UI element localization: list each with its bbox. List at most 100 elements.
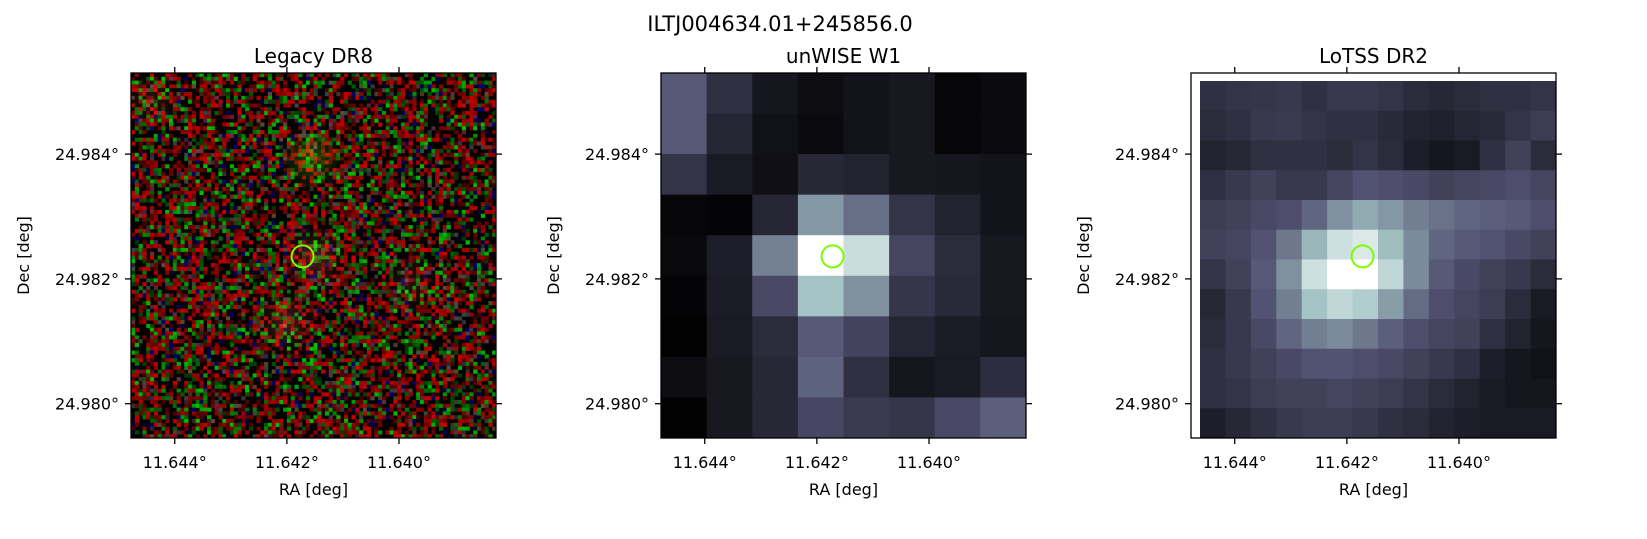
image-pixel	[321, 156, 326, 161]
image-pixel	[484, 293, 489, 298]
image-pixel	[264, 339, 269, 344]
image-pixel	[446, 259, 451, 264]
image-pixel	[347, 198, 352, 203]
image-pixel	[260, 312, 265, 317]
image-pixel	[210, 255, 216, 260]
image-pixel	[172, 190, 178, 196]
image-pixel	[321, 221, 326, 226]
image-pixel	[473, 190, 478, 196]
image-pixel	[218, 190, 223, 196]
image-pixel	[264, 346, 269, 351]
image-pixel	[313, 168, 318, 173]
image-pixel	[153, 103, 159, 108]
image-pixel	[275, 114, 280, 120]
image-pixel	[340, 171, 345, 177]
image-pixel	[131, 266, 136, 272]
image-pixel	[229, 202, 235, 207]
image-pixel	[210, 312, 216, 317]
image-pixel	[207, 301, 212, 306]
image-pixel	[252, 263, 257, 268]
image-pixel	[359, 255, 364, 260]
image-pixel	[476, 297, 482, 302]
image-pixel	[279, 331, 284, 336]
image-pixel	[153, 259, 159, 264]
image-pixel	[473, 232, 478, 237]
image-pixel	[222, 179, 227, 184]
image-pixel	[435, 263, 440, 268]
image-pixel	[408, 126, 413, 131]
image-pixel	[302, 232, 307, 237]
image-pixel	[336, 331, 341, 336]
image-pixel	[245, 217, 250, 222]
image-pixel	[176, 80, 181, 85]
image-pixel	[191, 308, 197, 313]
image-pixel	[476, 103, 482, 108]
image-pixel	[214, 316, 219, 321]
image-pixel	[207, 323, 212, 329]
image-pixel	[294, 342, 299, 348]
image-pixel	[298, 327, 303, 332]
image-pixel	[313, 183, 318, 188]
image-pixel	[283, 263, 288, 268]
image-pixel	[435, 103, 440, 108]
image-pixel	[324, 171, 330, 177]
image-pixel	[237, 274, 242, 279]
image-pixel	[176, 126, 181, 131]
image-pixel	[169, 198, 174, 203]
image-pixel	[332, 247, 337, 253]
image-pixel	[457, 99, 463, 104]
image-pixel	[393, 327, 398, 332]
image-pixel	[423, 266, 428, 272]
image-pixel	[286, 171, 292, 177]
image-pixel	[351, 221, 356, 226]
image-pixel	[385, 145, 390, 150]
image-pixel	[195, 206, 200, 211]
image-pixel	[340, 339, 345, 344]
image-pixel	[172, 278, 178, 283]
image-pixel	[461, 80, 466, 85]
image-pixel	[267, 274, 273, 279]
image-pixel	[207, 217, 212, 222]
image-pixel	[237, 88, 242, 93]
image-pixel	[233, 225, 238, 230]
image-pixel	[343, 95, 349, 101]
image-pixel	[161, 141, 166, 146]
image-pixel	[199, 274, 204, 279]
image-pixel	[385, 339, 390, 344]
image-pixel	[389, 122, 394, 127]
image-pixel	[165, 270, 170, 275]
image-pixel	[279, 99, 284, 104]
image-pixel	[134, 118, 140, 123]
image-pixel	[423, 327, 428, 332]
image-pixel	[199, 76, 204, 82]
image-pixel	[294, 130, 299, 135]
image-pixel	[469, 80, 474, 85]
image-pixel	[366, 137, 371, 142]
image-pixel	[153, 137, 159, 142]
image-pixel	[454, 145, 459, 150]
image-pixel	[203, 145, 208, 150]
image-pixel	[146, 80, 151, 85]
image-pixel	[248, 259, 254, 264]
image-pixel	[245, 308, 250, 313]
image-pixel	[131, 342, 136, 348]
image-pixel	[195, 323, 200, 329]
image-pixel	[461, 183, 466, 188]
image-pixel	[343, 251, 349, 256]
image-pixel	[203, 141, 208, 146]
image-pixel	[416, 225, 421, 230]
image-pixel	[457, 141, 463, 146]
image-pixel	[150, 255, 155, 260]
image-pixel	[267, 320, 273, 325]
image-pixel	[362, 209, 368, 215]
image-pixel	[165, 76, 170, 82]
image-pixel	[366, 88, 371, 93]
image-pixel	[473, 327, 478, 332]
image-pixel	[438, 160, 444, 165]
image-pixel	[203, 107, 208, 112]
image-pixel	[157, 209, 162, 215]
image-pixel	[172, 297, 178, 302]
image-pixel	[150, 92, 155, 97]
image-pixel	[484, 171, 489, 177]
image-pixel	[450, 164, 455, 169]
